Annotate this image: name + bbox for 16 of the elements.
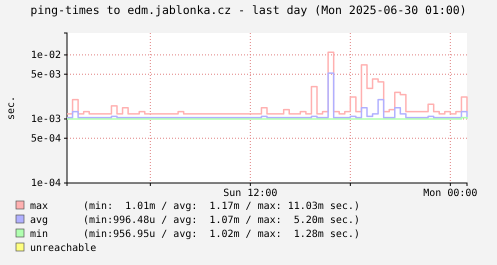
legend-label: avg	[30, 215, 48, 226]
chart-title: ping-times to edm.jablonka.cz - last day (Mon 2025-06-30 01:00)	[30, 3, 467, 17]
legend-label: unreachable	[30, 243, 96, 254]
x-tick-label: Mon 00:00	[423, 188, 478, 200]
y-tick-label: 1e-04	[30, 178, 61, 190]
legend-label: min	[30, 229, 48, 240]
y-axis-title: sec.	[6, 96, 17, 120]
text: (min:996.48u / avg: 1.07m / max: 5.20m sec.)	[83, 215, 360, 226]
text: (min:956.95u / avg: 1.02m / max: 1.28m sec.)	[83, 229, 360, 240]
x-tick-label: Sun 12:00	[223, 188, 278, 200]
text: (min: 1.01m / avg: 1.17m / max: 11.03m sec.)	[83, 201, 360, 212]
y-tick-label: 5e-04	[30, 133, 61, 144]
y-tick-label: 1e-03	[30, 114, 61, 126]
y-tick-label: 1e-02	[30, 50, 61, 62]
legend-label: max	[30, 201, 48, 212]
y-tick-label: 5e-03	[30, 69, 61, 80]
